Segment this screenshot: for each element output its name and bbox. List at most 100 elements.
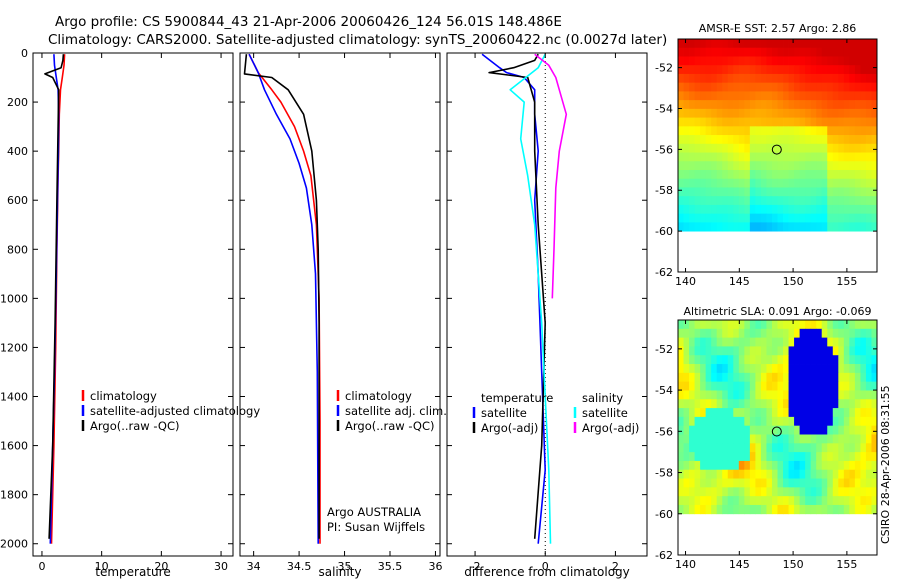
heatmap-cell <box>788 320 795 330</box>
heatmap-cell <box>865 355 872 365</box>
heatmap-cell <box>783 126 789 136</box>
heatmap-cell <box>766 196 773 206</box>
heatmap-cell <box>722 346 729 356</box>
heatmap-cell <box>749 100 756 110</box>
heatmap-cell <box>777 82 784 92</box>
heatmap-cell <box>755 425 762 435</box>
heatmap-cell <box>871 399 878 409</box>
heatmap-cell <box>860 478 867 488</box>
heatmap-cell <box>683 390 690 400</box>
heatmap-cell <box>689 487 695 497</box>
heatmap-cell <box>788 47 795 57</box>
heatmap-cell <box>816 143 823 153</box>
sst_map-title: AMSR-E SST: 2.57 Argo: 2.86 <box>699 22 857 35</box>
heatmap-cell <box>755 460 762 471</box>
heatmap-cell <box>783 135 789 145</box>
heatmap-cell <box>766 364 773 374</box>
heatmap-cell <box>749 487 756 497</box>
heatmap-cell <box>744 143 751 153</box>
heatmap-cell <box>849 399 856 409</box>
heatmap-cell <box>794 213 801 223</box>
heatmap-cell <box>810 152 817 162</box>
heatmap-cell <box>849 187 856 197</box>
heatmap-cell <box>749 204 756 215</box>
heatmap-cell <box>678 452 684 462</box>
heatmap-cell <box>777 178 784 188</box>
heatmap-cell <box>871 504 878 515</box>
heatmap-cell <box>865 65 872 75</box>
heatmap-cell <box>805 161 812 171</box>
heatmap-cell <box>689 65 695 75</box>
legend-entry: Argo(..raw -QC) <box>345 419 435 433</box>
heatmap-cell <box>849 117 856 127</box>
heatmap-cell <box>805 100 812 110</box>
heatmap-cell <box>689 434 695 444</box>
heatmap-cell <box>722 91 729 101</box>
heatmap-cell <box>843 460 850 471</box>
heatmap-cell <box>744 434 751 444</box>
heatmap-cell <box>838 346 845 356</box>
heatmap-cell <box>727 408 734 418</box>
heatmap-cell <box>843 213 850 223</box>
heatmap-cell <box>816 381 823 391</box>
heatmap-cell <box>849 408 856 418</box>
heatmap-cell <box>689 161 695 171</box>
heatmap-cell <box>860 135 867 145</box>
heatmap-cell <box>794 222 801 232</box>
heatmap-cell <box>871 346 878 356</box>
heatmap-cell <box>711 496 718 506</box>
heatmap-cell <box>788 204 795 215</box>
heatmap-cell <box>821 117 828 127</box>
heatmap-cell <box>700 416 707 427</box>
heatmap-cell <box>755 390 762 400</box>
heatmap-cell <box>716 390 723 400</box>
heatmap-cell <box>694 346 701 356</box>
heatmap-cell <box>727 204 734 215</box>
heatmap-cell <box>711 47 718 57</box>
heatmap-cell <box>722 381 729 391</box>
heatmap-cell <box>777 135 784 145</box>
heatmap-cell <box>760 143 767 153</box>
heatmap-cell <box>871 320 878 330</box>
heatmap-cell <box>711 73 718 84</box>
heatmap-cell <box>854 82 861 92</box>
difference-series-3 <box>534 53 568 299</box>
heatmap-cell <box>700 187 707 197</box>
heatmap-cell <box>683 478 690 488</box>
heatmap-cell <box>777 416 784 427</box>
heatmap-cell <box>722 126 729 136</box>
heatmap-cell <box>716 416 723 427</box>
heatmap-cell <box>733 346 740 356</box>
heatmap-cell <box>711 187 718 197</box>
heatmap-cell <box>865 337 872 347</box>
heatmap-cell <box>700 469 707 479</box>
heatmap-cell <box>816 178 823 188</box>
heatmap-cell <box>771 425 778 435</box>
heatmap-cell <box>678 47 684 57</box>
heatmap-cell <box>766 320 773 330</box>
heatmap-cell <box>749 416 756 427</box>
heatmap-cell <box>733 416 740 427</box>
heatmap-cell <box>816 126 823 136</box>
heatmap-cell <box>799 320 806 330</box>
heatmap-cell <box>783 169 789 180</box>
heatmap-cell <box>733 126 740 136</box>
heatmap-cell <box>711 39 718 49</box>
heatmap-cell <box>700 56 707 66</box>
heatmap-cell <box>794 39 801 49</box>
heatmap-cell <box>799 135 806 145</box>
heatmap-cell <box>683 337 690 347</box>
heatmap-cell <box>799 478 806 488</box>
heatmap-cell <box>799 213 806 223</box>
heatmap-cell <box>705 126 712 136</box>
heatmap-cell <box>827 187 834 197</box>
heatmap-cell <box>678 469 684 479</box>
heatmap-cell <box>727 390 734 400</box>
heatmap-cell <box>816 355 823 365</box>
heatmap-cell <box>755 91 762 101</box>
heatmap-cell <box>783 504 789 515</box>
heatmap-cell <box>683 320 690 330</box>
heatmap-cell <box>838 487 845 497</box>
heatmap-cell <box>700 504 707 515</box>
y-tick-label: 1600 <box>0 440 28 453</box>
